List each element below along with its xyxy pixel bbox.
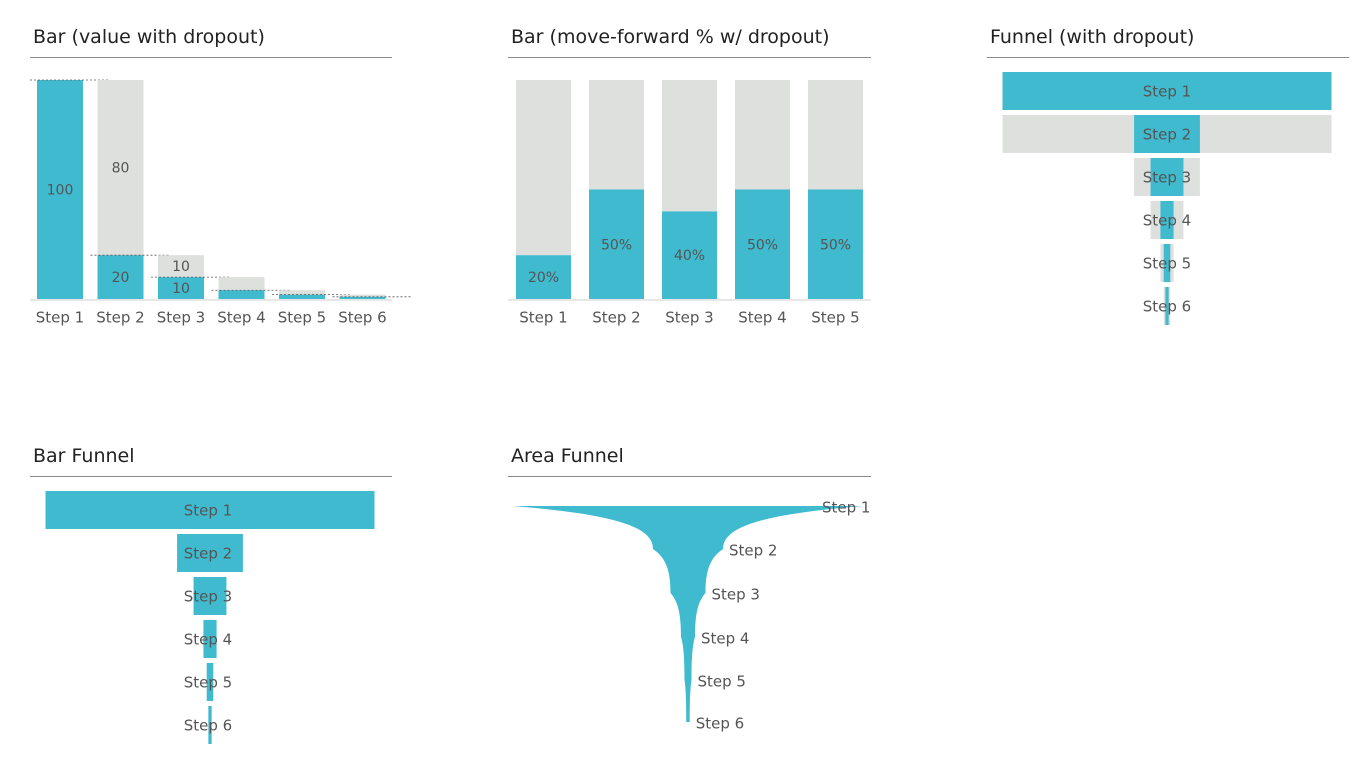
dropout-bar: [808, 80, 863, 190]
value-label: 50%: [820, 237, 851, 253]
step-label: Step 3: [184, 588, 232, 606]
step-label: Step 2: [184, 545, 232, 563]
step-label: Step 6: [696, 715, 744, 733]
dropout-bar: [589, 80, 644, 190]
title-divider: [30, 476, 392, 477]
value-bar: [37, 80, 83, 299]
x-tick-label: Step 6: [338, 309, 386, 327]
value-bar: [735, 189, 790, 299]
step-label: Step 4: [701, 630, 749, 648]
value-label: 10: [172, 281, 190, 297]
x-tick-label: Step 5: [278, 309, 326, 327]
chart-title: Bar (value with dropout): [33, 26, 265, 48]
value-bar: [203, 620, 217, 658]
step-label: Step 5: [184, 674, 232, 692]
value-bar: [206, 663, 214, 701]
dropout-bar: [158, 255, 204, 278]
step-label: Step 2: [1143, 126, 1191, 144]
value-bar: [1160, 201, 1174, 239]
value-bar: [218, 290, 265, 299]
value-bar: [1163, 244, 1171, 282]
title-divider: [987, 57, 1349, 58]
dropout-label: 10: [172, 259, 190, 275]
dropout-bar: [516, 80, 571, 256]
value-label: 50%: [601, 237, 632, 253]
x-tick-label: Step 3: [665, 309, 713, 327]
chart-title: Bar (move-forward % w/ dropout): [511, 26, 830, 48]
step-label: Step 6: [184, 717, 232, 735]
x-tick-label: Step 5: [811, 309, 859, 327]
step-label: Step 5: [1143, 255, 1191, 273]
dropout-bar: [279, 290, 325, 295]
step-label: Step 1: [184, 502, 232, 520]
step-label: Step 3: [712, 586, 760, 604]
dropout-bar: [218, 277, 265, 291]
step-label: Step 2: [729, 542, 777, 560]
x-tick-label: Step 4: [217, 309, 265, 327]
dropout-bar: [97, 80, 144, 256]
value-label: 40%: [674, 248, 705, 264]
value-bar: [516, 255, 571, 299]
value-bar: [97, 255, 144, 299]
step-label: Step 3: [1143, 169, 1191, 187]
x-tick-label: Step 4: [738, 309, 786, 327]
dropout-label: 80: [112, 161, 130, 177]
value-bar: [177, 534, 243, 572]
value-bar: [193, 577, 227, 615]
x-tick-label: Step 2: [96, 309, 144, 327]
value-label: 20%: [528, 270, 559, 286]
step-label: Step 4: [184, 631, 232, 649]
dropout-bar: [339, 294, 386, 297]
value-label: 50%: [747, 237, 778, 253]
chart-title: Area Funnel: [511, 445, 624, 467]
value-bar: [339, 296, 386, 299]
value-bar: [45, 491, 375, 529]
area-shape: [513, 506, 863, 722]
value-bar: [158, 277, 204, 299]
chart-title: Funnel (with dropout): [990, 26, 1195, 48]
value-bar: [1150, 158, 1184, 196]
step-label: Step 5: [698, 673, 746, 691]
value-label: 20: [112, 270, 130, 286]
x-tick-label: Step 2: [592, 309, 640, 327]
title-divider: [508, 476, 871, 477]
value-bar: [1002, 72, 1332, 110]
x-tick-label: Step 3: [157, 309, 205, 327]
value-bar: [1134, 115, 1200, 153]
value-bar: [208, 706, 212, 744]
chart-title: Bar Funnel: [33, 445, 135, 467]
value-bar: [589, 189, 644, 299]
title-divider: [30, 57, 392, 58]
step-label: Step 1: [1143, 83, 1191, 101]
dropout-bar: [662, 80, 717, 212]
dropout-bar: [735, 80, 790, 190]
step-label: Step 1: [822, 499, 870, 517]
value-bar: [662, 211, 717, 299]
value-bar: [279, 294, 325, 299]
x-tick-label: Step 1: [36, 309, 84, 327]
value-bar: [1165, 287, 1169, 325]
value-bar: [808, 189, 863, 299]
title-divider: [508, 57, 871, 58]
step-label: Step 6: [1143, 298, 1191, 316]
x-tick-label: Step 1: [519, 309, 567, 327]
step-label: Step 4: [1143, 212, 1191, 230]
value-label: 100: [47, 183, 74, 199]
